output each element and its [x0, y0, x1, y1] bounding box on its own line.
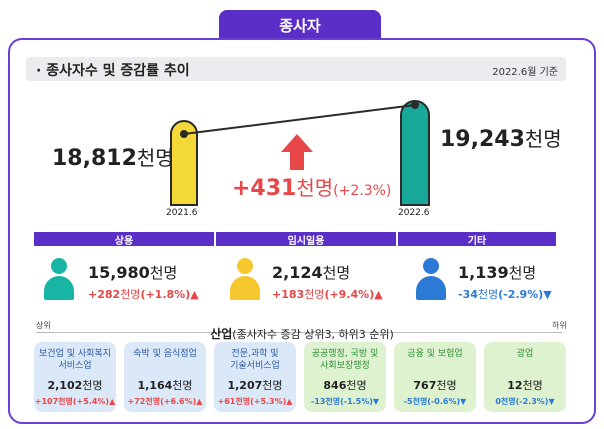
industry-change: +72천명(+6.6%)	[127, 397, 197, 406]
down-arrow-icon: ▼	[548, 397, 555, 406]
section-header: · 종사자수 및 증감률 추이 2022.6월 기준	[26, 57, 566, 81]
other-change-unit: 천명	[477, 288, 499, 301]
industry-change: +61천명(+5.3%)	[217, 397, 287, 406]
industry-name: 광업	[516, 349, 534, 359]
total-2022: 19,243천명	[440, 123, 562, 152]
category-bar-temporary: 임시일용	[216, 232, 396, 247]
regular-change-unit: 천명	[120, 288, 141, 301]
trend-dot-end	[411, 101, 419, 109]
regular-change-pct: (+1.8%)	[140, 288, 191, 301]
total-2022-value: 19,243	[440, 127, 525, 152]
temporary-change-value: +183	[272, 288, 305, 301]
year-2021: 2021.6	[166, 208, 198, 218]
industry-unit: 천명	[522, 379, 543, 392]
industry-value: 1,164	[137, 379, 173, 392]
industry-value: 2,102	[47, 379, 83, 392]
industry-card: 숙박 및 음식점업 1,164천명 +72천명(+6.6%)▲	[124, 342, 206, 412]
other-change-pct: (-2.9%)	[498, 288, 544, 301]
regular-change-value: +282	[88, 288, 121, 301]
industry-subtitle: (종사자수 증감 상위3, 하위3 순위)	[232, 328, 394, 341]
other-value-unit: 천명	[508, 264, 537, 282]
temporary-change-unit: 천명	[304, 288, 325, 301]
top-label: 상위	[36, 321, 51, 330]
industry-change: -5천명(-0.6%)	[403, 397, 461, 406]
total-2021-unit: 천명	[136, 146, 174, 170]
person-icon-regular	[44, 258, 74, 300]
category-bar-other: 기타	[398, 232, 556, 247]
industry-unit: 천명	[436, 379, 457, 392]
reference-date: 2022.6월 기준	[492, 67, 558, 78]
industry-title-text: 산업	[210, 327, 233, 341]
other-value-number: 1,139	[458, 263, 509, 282]
up-arrow-icon: ▲	[374, 288, 383, 301]
total-2021: 18,812천명	[52, 142, 174, 171]
total-change-unit: 천명	[296, 176, 334, 200]
industry-name: 공공행정, 국방 및	[311, 349, 379, 359]
industry-value: 767	[413, 379, 437, 392]
industry-divider	[36, 332, 562, 333]
down-arrow-icon: ▼	[543, 288, 552, 301]
year-2022: 2022.6	[398, 208, 430, 218]
industry-unit: 천명	[82, 379, 103, 392]
regular-value: 15,980천명	[88, 262, 177, 283]
industry-card: 광업 12천명 0천명(-2.3%)▼	[484, 342, 566, 412]
industry-change: 0천명(-2.3%)	[495, 397, 549, 406]
industry-unit: 천명	[346, 379, 367, 392]
temporary-change-pct: (+9.4%)	[324, 288, 375, 301]
down-arrow-icon: ▼	[372, 397, 380, 406]
industry-name-2: 서비스업	[58, 361, 92, 371]
trend-line	[183, 104, 416, 135]
total-change-value: +431	[232, 176, 297, 201]
temporary-value-unit: 천명	[322, 264, 351, 282]
down-arrow-icon: ▼	[460, 397, 467, 406]
temporary-value: 2,124천명	[272, 262, 350, 283]
temporary-value-number: 2,124	[272, 263, 323, 282]
up-arrow-icon: ▲	[190, 288, 199, 301]
industry-change: -13천명(-1.5%)	[310, 397, 373, 406]
up-arrow-icon: ▲	[109, 397, 116, 406]
total-change: +431천명(+2.3%)	[232, 172, 391, 201]
trend-dot-start	[180, 130, 188, 138]
industry-name-2: 기술서비스업	[230, 361, 280, 371]
up-arrow-icon: ▲	[196, 397, 203, 406]
regular-change: +282천명(+1.8%)▲	[88, 286, 199, 302]
person-icon-temporary	[230, 258, 260, 300]
industry-title: 산업(종사자수 증감 상위3, 하위3 순위)	[0, 325, 604, 342]
total-2021-value: 18,812	[52, 146, 137, 171]
industry-value: 1,207	[227, 379, 263, 392]
temporary-change: +183천명(+9.4%)▲	[272, 286, 383, 302]
tab-title[interactable]: 종사자	[219, 10, 381, 40]
bottom-label: 하위	[552, 321, 567, 330]
other-change: -34천명(-2.9%)▼	[458, 286, 552, 302]
industry-card: 금융 및 보험업 767천명 -5천명(-0.6%)▼	[394, 342, 476, 412]
industry-name: 보건업 및 사회복지	[39, 349, 111, 359]
up-arrow-icon	[281, 134, 313, 170]
category-bar-regular: 상용	[34, 232, 214, 247]
section-title: · 종사자수 및 증감률 추이	[36, 63, 190, 79]
person-icon-other	[416, 258, 446, 300]
industry-change: +107천명(+5.4%)	[34, 397, 110, 406]
other-value: 1,139천명	[458, 262, 536, 283]
industry-name: 금융 및 보험업	[407, 349, 463, 359]
total-change-pct: (+2.3%)	[333, 183, 392, 199]
regular-value-number: 15,980	[88, 263, 150, 282]
total-2022-unit: 천명	[524, 127, 562, 151]
up-arrow-icon: ▲	[286, 397, 293, 406]
industry-unit: 천명	[172, 379, 193, 392]
industry-value: 846	[323, 379, 347, 392]
industry-value: 12	[507, 379, 523, 392]
regular-value-unit: 천명	[149, 264, 178, 282]
industry-unit: 천명	[262, 379, 283, 392]
industry-name: 전문,과학 및	[231, 349, 279, 359]
industry-name: 숙박 및 음식점업	[133, 349, 197, 359]
industry-name-2: 사회보장행정	[320, 361, 370, 371]
other-change-value: -34	[458, 288, 478, 301]
